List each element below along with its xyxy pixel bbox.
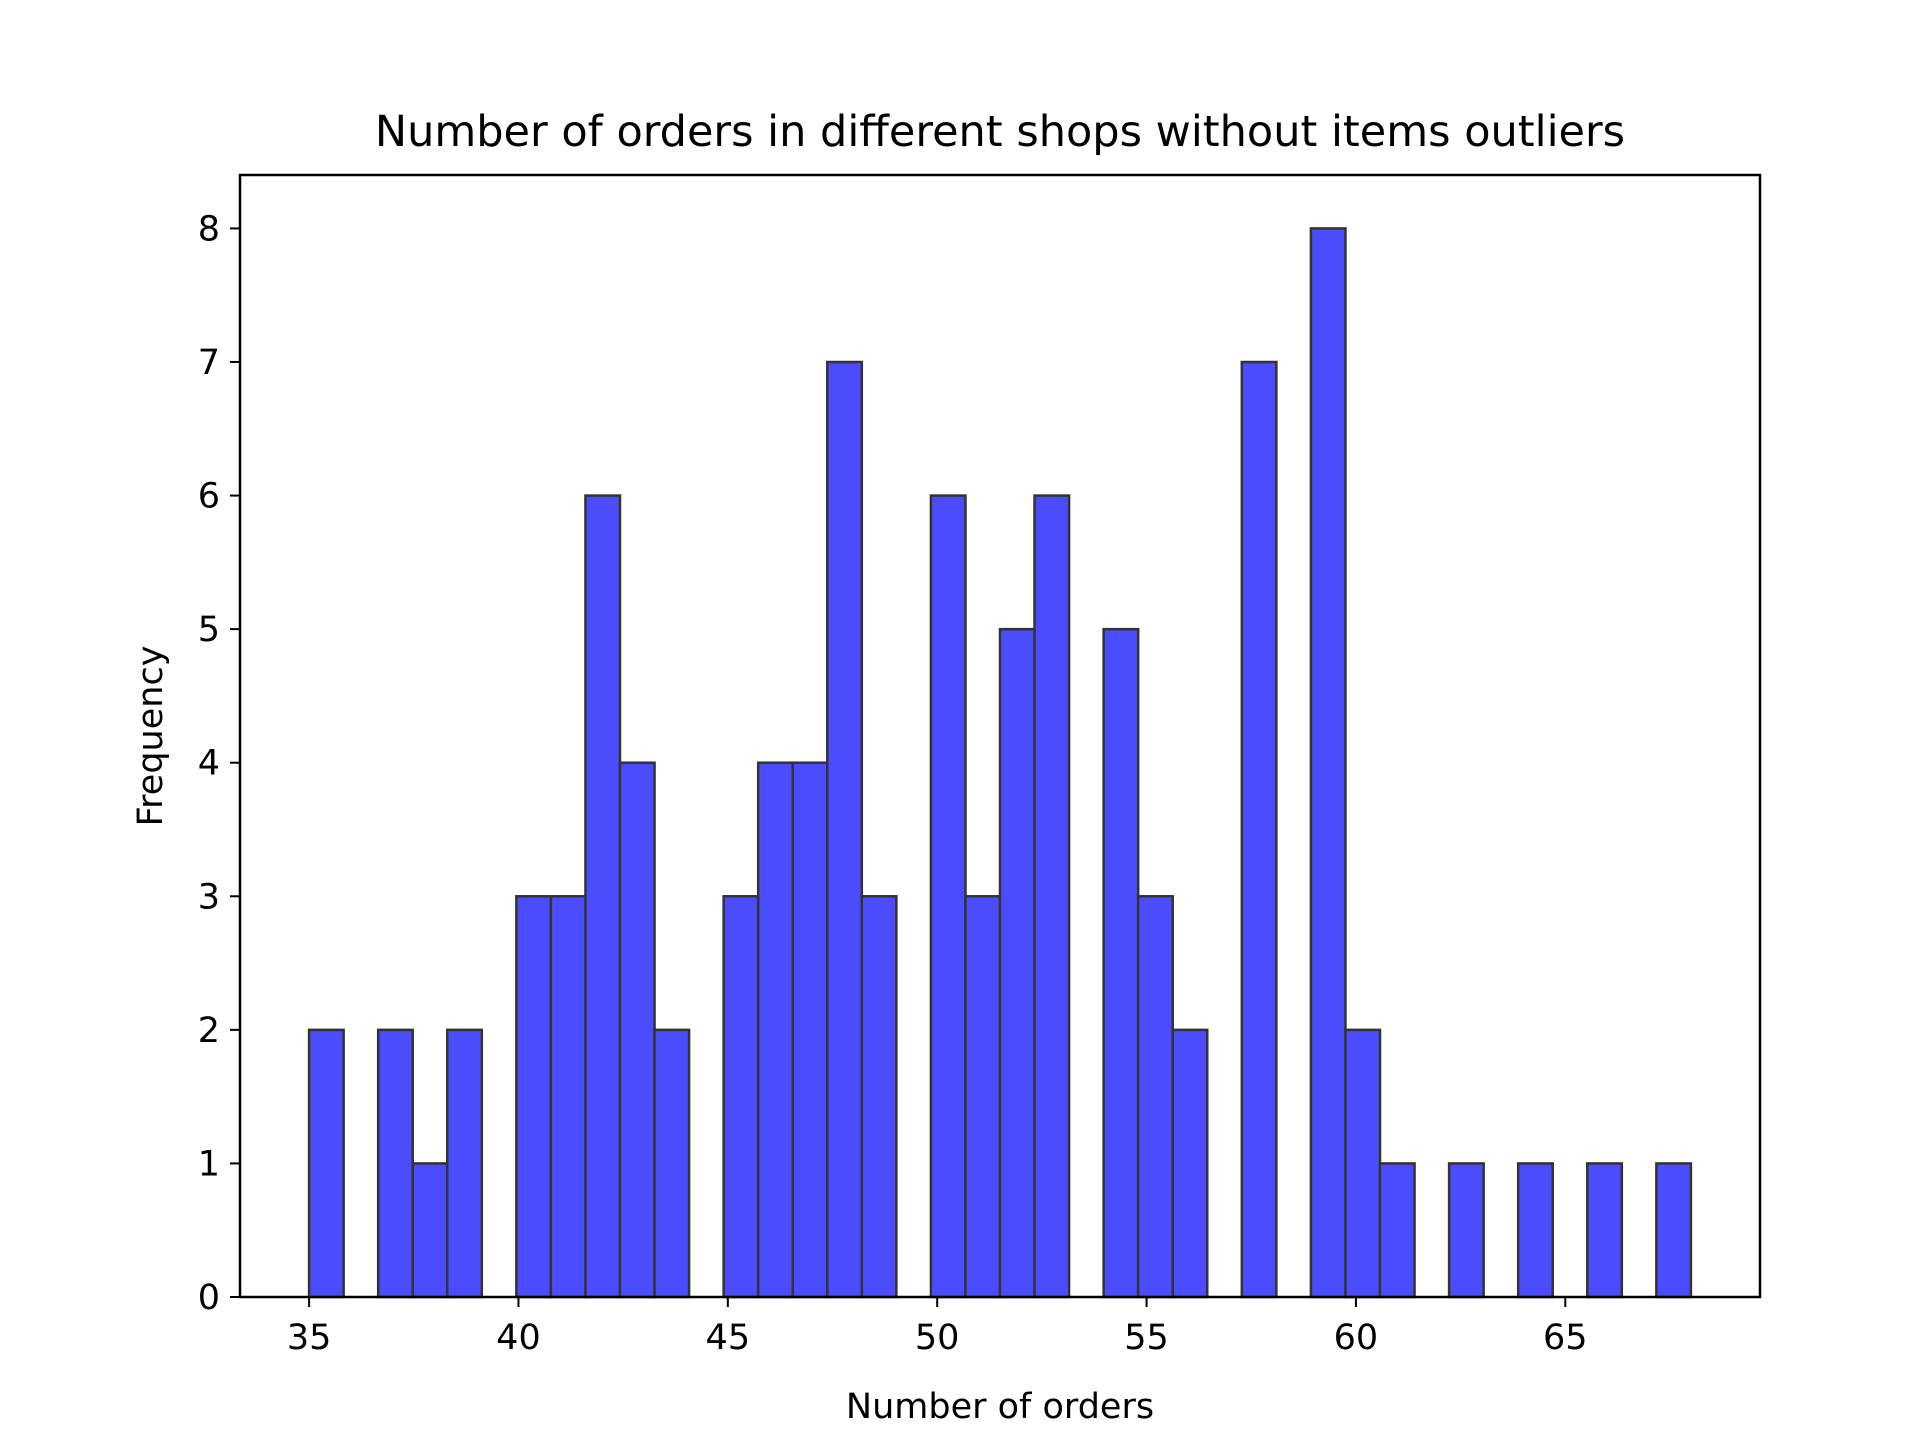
x-tick-label: 50: [915, 1318, 960, 1358]
histogram-bar: [791, 761, 829, 1299]
histogram-bar: [446, 1028, 484, 1299]
histogram-bar: [998, 627, 1036, 1299]
histogram-bar: [411, 1162, 449, 1299]
histogram-bar: [1102, 627, 1140, 1299]
histogram-bar: [860, 895, 898, 1299]
histogram-bar: [756, 761, 794, 1299]
histogram-bar: [826, 360, 864, 1299]
x-tick-label: 35: [287, 1318, 332, 1358]
bars-group: [307, 227, 1693, 1299]
histogram-bar: [549, 895, 587, 1299]
histogram-bar: [653, 1028, 691, 1299]
y-tick-label: 0: [198, 1278, 220, 1318]
histogram-bar: [1344, 1028, 1382, 1299]
y-tick-label: 8: [198, 209, 220, 249]
x-axis-ticks: 35 40 45 50 55 60 65: [287, 1297, 1588, 1358]
x-tick-label: 55: [1124, 1318, 1169, 1358]
histogram-bar: [964, 895, 1002, 1299]
histogram-bar: [1378, 1162, 1416, 1299]
histogram-bar: [1171, 1028, 1209, 1299]
x-tick-label: 60: [1334, 1318, 1379, 1358]
histogram-bar: [376, 1028, 414, 1299]
histogram-bar: [1136, 895, 1174, 1299]
histogram-bar: [515, 895, 553, 1299]
chart-title: Number of orders in different shops with…: [375, 107, 1625, 157]
x-tick-label: 65: [1543, 1318, 1588, 1358]
y-tick-label: 4: [198, 744, 220, 784]
x-tick-label: 45: [706, 1318, 751, 1358]
y-tick-label: 1: [198, 1144, 220, 1184]
x-axis-label: Number of orders: [846, 1387, 1154, 1427]
histogram-bar: [929, 494, 967, 1299]
histogram-bar: [722, 895, 760, 1299]
histogram-bar: [1586, 1162, 1624, 1299]
y-tick-label: 2: [198, 1011, 220, 1051]
histogram-bar: [1447, 1162, 1485, 1299]
y-axis-label: Frequency: [131, 646, 171, 827]
y-tick-label: 5: [198, 610, 220, 650]
histogram-bar: [1033, 494, 1071, 1299]
histogram-bar: [1309, 227, 1347, 1299]
histogram-bar: [1240, 360, 1278, 1299]
x-tick-label: 40: [496, 1318, 541, 1358]
y-tick-label: 7: [198, 343, 220, 383]
plot-frame: [238, 173, 1762, 1299]
y-tick-label: 3: [198, 877, 220, 917]
histogram-bar: [618, 761, 656, 1299]
histogram-bar: [1516, 1162, 1554, 1299]
histogram-bar: [584, 494, 622, 1299]
histogram-bar: [1655, 1162, 1693, 1299]
histogram-bar: [307, 1028, 345, 1299]
y-axis-ticks: 0 1 2 3 4 5 6 7 8: [198, 209, 240, 1318]
y-tick-label: 6: [198, 477, 220, 517]
